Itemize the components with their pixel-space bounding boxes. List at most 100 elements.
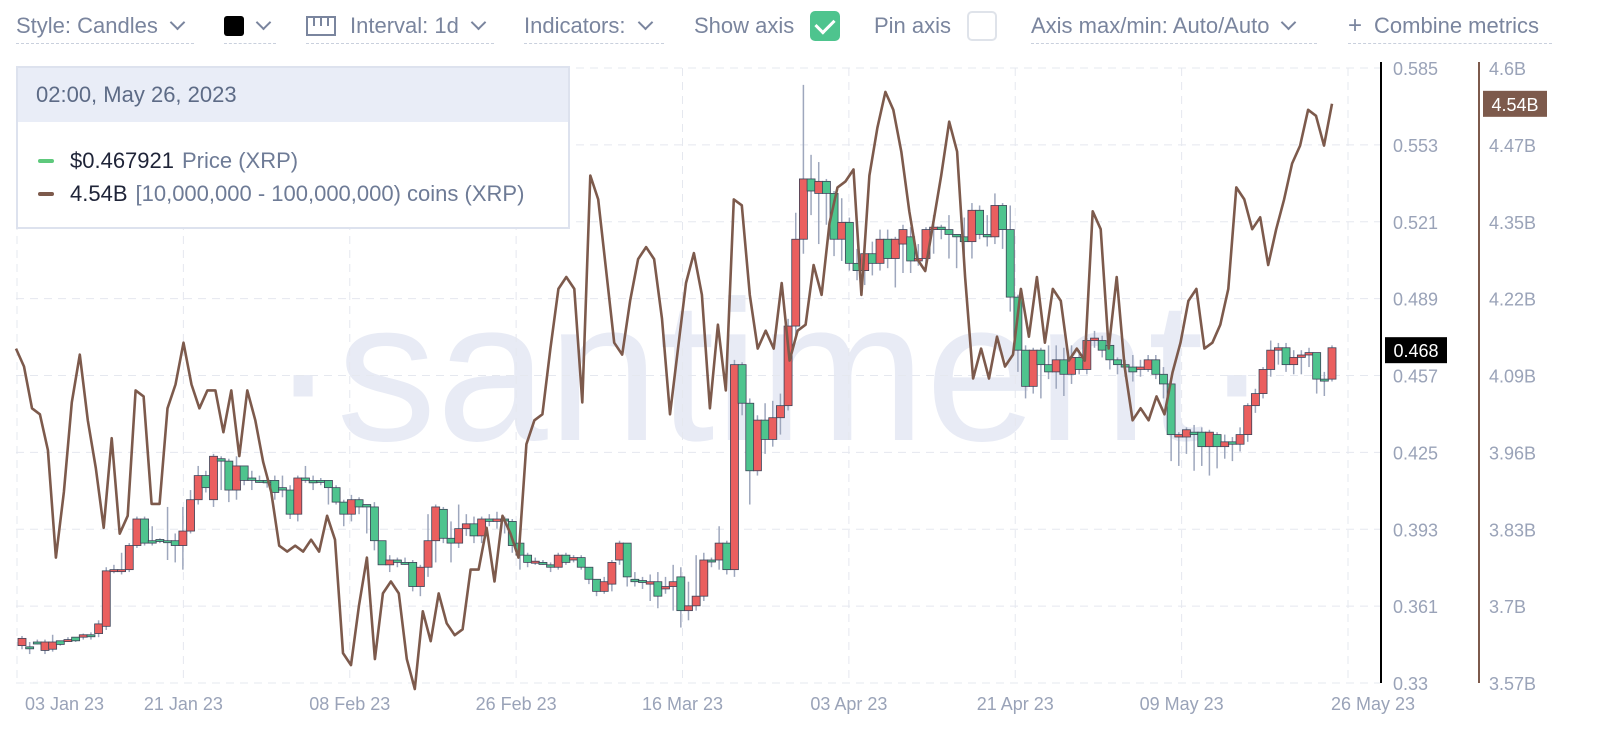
candle-body (431, 506, 441, 542)
candle-body (561, 554, 571, 563)
pin-axis-checkbox[interactable] (967, 11, 998, 41)
price-candle (1243, 403, 1253, 442)
candle-body (553, 554, 563, 568)
price-candle (224, 458, 234, 503)
candle-body (1197, 431, 1207, 448)
tooltip-price-label: Price (XRP) (182, 148, 299, 173)
candle-body (17, 637, 27, 647)
candle-body (1044, 364, 1053, 373)
candle-body (998, 205, 1007, 230)
interval-dropdown[interactable]: Interval: 1d (306, 8, 494, 44)
candle-body (247, 477, 257, 481)
price-candle (998, 203, 1007, 249)
price-axis-tick: 0.393 (1393, 520, 1438, 540)
candle-body (163, 540, 172, 544)
combine-metrics-button[interactable]: + Combine metrics (1348, 8, 1552, 44)
candle-body (232, 465, 241, 491)
candle-body (400, 562, 410, 565)
price-candle (1159, 367, 1168, 399)
candle-body (990, 205, 1000, 238)
price-candle (1090, 330, 1099, 348)
supply-axis-tick: 4.47B (1489, 136, 1536, 156)
supply-current-label: 4.54B (1491, 95, 1538, 115)
price-candle (645, 574, 655, 601)
price-axis-tick: 0.425 (1393, 443, 1438, 463)
price-candle (745, 398, 755, 505)
price-candle (1296, 350, 1306, 375)
price-candle (232, 456, 241, 500)
candle-body (1296, 354, 1306, 358)
price-candle (63, 637, 73, 642)
price-candle (530, 557, 540, 565)
color-dropdown[interactable] (224, 8, 276, 44)
x-axis-tick: 16 Mar 23 (642, 694, 723, 714)
price-candle (484, 514, 494, 527)
ruler-icon (306, 15, 336, 36)
show-axis-toggle[interactable]: Show axis (694, 8, 844, 44)
candle-body (592, 578, 601, 592)
price-candle (347, 494, 356, 522)
candle-body (1051, 359, 1061, 373)
candle-body (224, 460, 234, 491)
price-candle (124, 543, 134, 573)
show-axis-checkbox[interactable] (810, 11, 841, 41)
candle-body (615, 542, 624, 561)
pin-axis-label: Pin axis (874, 13, 952, 38)
candle-body (936, 226, 946, 230)
price-candle (653, 572, 663, 609)
candle-body (132, 518, 142, 546)
candle-body (814, 180, 824, 194)
price-candle (140, 516, 149, 546)
candle-body (1021, 349, 1030, 387)
tooltip-supply-value: 4.54B (70, 181, 128, 206)
price-candle (676, 567, 686, 628)
price-current-badge (1385, 337, 1447, 364)
price-candle (17, 635, 27, 650)
style-dropdown[interactable]: Style: Candles (16, 8, 194, 44)
candle-body (1174, 434, 1184, 438)
x-axis-tick: 26 Feb 23 (476, 694, 557, 714)
candle-body (301, 477, 310, 481)
candle-body (806, 178, 816, 192)
price-candle (936, 224, 946, 240)
candle-body (140, 518, 149, 544)
candle-body (124, 545, 134, 571)
candle-body (1319, 378, 1329, 382)
price-candle (86, 632, 96, 640)
price-candle (377, 540, 387, 566)
price-candle (967, 203, 977, 259)
chart-axes: 0.585 0.553 0.521 0.489 0.457 0.425 0.393 0.361… (25, 59, 1547, 714)
price-axis-tick: 0.553 (1393, 136, 1438, 156)
candle-body (944, 229, 954, 235)
price-candle (32, 639, 42, 645)
price-candle (170, 533, 180, 563)
candle-body (1189, 431, 1199, 435)
price-candle (423, 514, 433, 577)
candle-body (1113, 359, 1122, 366)
candle-body (86, 634, 96, 638)
price-candle (982, 215, 992, 247)
pin-axis-toggle[interactable]: Pin axis (874, 8, 1000, 44)
price-legend-mark (38, 159, 54, 163)
candle-body (1258, 369, 1268, 394)
chart-toolbar: Style: Candles Interval: 1d Indicators: … (0, 0, 1614, 52)
candle-body (967, 209, 977, 243)
price-candle (461, 514, 471, 536)
candle-body (71, 636, 81, 642)
indicators-dropdown[interactable]: Indicators: (524, 8, 664, 44)
candle-body (186, 499, 195, 532)
candle-body (1266, 349, 1276, 370)
price-candle (247, 470, 257, 491)
price-candle (400, 557, 410, 565)
candle-body (362, 504, 372, 508)
candle-body (25, 646, 35, 650)
axis-maxmin-dropdown[interactable]: Axis max/min: Auto/Auto (1031, 8, 1317, 44)
supply-legend-mark (38, 192, 54, 196)
price-candle (714, 526, 724, 570)
price-candle (661, 576, 670, 594)
candle-body (438, 508, 448, 539)
tooltip-price-value: $0.467921 (70, 148, 174, 173)
candle-body (293, 477, 303, 515)
candle-body (1128, 366, 1138, 373)
